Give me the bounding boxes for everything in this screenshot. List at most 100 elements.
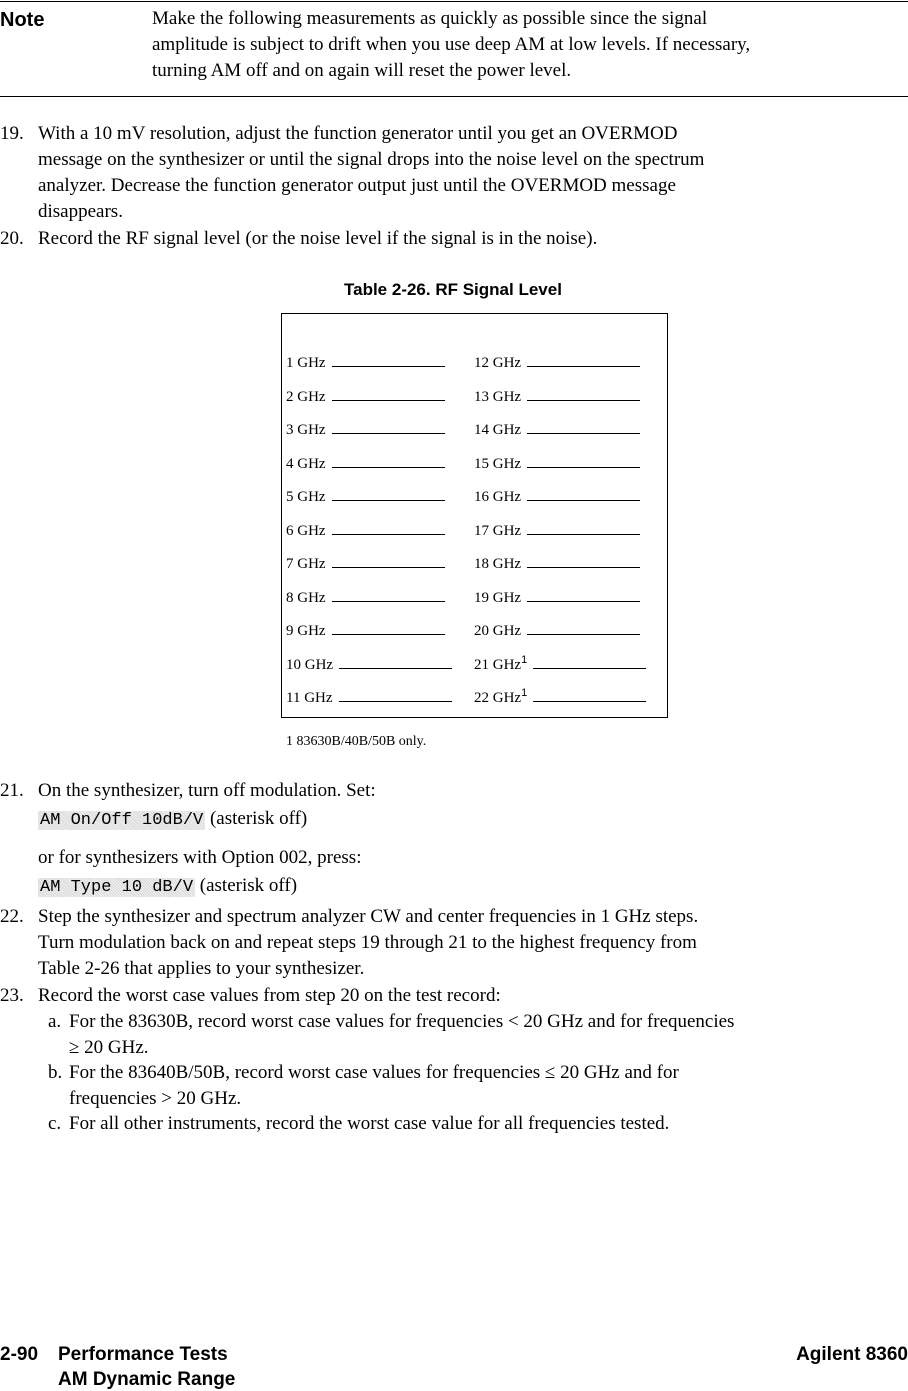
note-line: amplitude is subject to drift when you u… (152, 34, 751, 55)
step-line: Step the synthesizer and spectrum analyz… (38, 906, 699, 927)
table-cell-frequency: 12 GHz (474, 354, 641, 372)
record-blank-line[interactable] (339, 656, 453, 669)
sub-line: frequencies > 20 GHz. (69, 1088, 242, 1109)
step-line: Record the worst case values from step 2… (38, 985, 501, 1006)
record-blank-line[interactable] (338, 689, 452, 702)
record-blank-line[interactable] (331, 354, 445, 367)
table-cell-frequency: 5 GHz (286, 488, 445, 506)
table-cell-frequency: 18 GHz (474, 555, 641, 573)
frequency-label: 7 GHz (286, 556, 326, 572)
sub-line: For the 83630B, record worst case values… (69, 1011, 735, 1032)
record-blank-line[interactable] (527, 388, 641, 401)
frequency-label: 5 GHz (286, 489, 326, 505)
table-cell-frequency: 6 GHz (286, 522, 445, 540)
frequency-label: 21 GHz (474, 656, 522, 673)
frequency-label: 3 GHz (286, 422, 326, 438)
step-line: or for synthesizers with Option 002, pre… (38, 847, 362, 868)
frequency-label: 6 GHz (286, 522, 326, 539)
footnote-mark: 1 (521, 687, 528, 699)
footer-subsection: AM Dynamic Range (58, 1369, 236, 1390)
sub-line: For the 83640B/50B, record worst case va… (69, 1062, 679, 1083)
record-blank-line[interactable] (533, 656, 647, 669)
record-blank-line[interactable] (331, 522, 445, 535)
record-blank-line[interactable] (527, 622, 641, 635)
note-line: turning AM off and on again will reset t… (152, 60, 572, 81)
frequency-label: 17 GHz (474, 522, 522, 539)
frequency-label: 11 GHz (286, 690, 333, 706)
record-blank-line[interactable] (331, 488, 445, 501)
record-blank-line[interactable] (527, 421, 641, 434)
table-cell-frequency: 19 GHz (474, 589, 641, 607)
step-line: AM On/Off 10dB/V (asterisk off) (38, 808, 307, 832)
table-cell-frequency: 7 GHz (286, 555, 445, 573)
key-suffix: (asterisk off) (209, 808, 308, 829)
step-number: 23. (0, 985, 24, 1006)
table-cell-frequency: 22 GHz1 (474, 687, 647, 707)
footer-page-number: 2-90 (0, 1344, 39, 1365)
frequency-label: 19 GHz (474, 589, 522, 606)
table-cell-frequency: 21 GHz1 (474, 653, 647, 674)
note-top-rule (0, 1, 908, 2)
step-line: On the synthesizer, turn off modulation.… (38, 780, 376, 801)
frequency-label: 9 GHz (286, 623, 326, 639)
table-cell-frequency: 8 GHz (286, 589, 445, 607)
record-blank-line[interactable] (331, 421, 445, 434)
footnote-mark: 1 (521, 653, 528, 666)
record-blank-line[interactable] (331, 388, 445, 401)
frequency-label: 16 GHz (474, 489, 522, 505)
frequency-label: 20 GHz (474, 623, 522, 639)
step-number: 22. (0, 906, 24, 927)
step-line: AM Type 10 dB/V (asterisk off) (38, 875, 297, 899)
table-cell-frequency: 17 GHz (474, 522, 641, 540)
footer-section: Performance Tests (58, 1344, 228, 1365)
am-on-off-softkey[interactable]: AM On/Off 10dB/V (38, 811, 206, 830)
record-blank-line[interactable] (527, 522, 641, 535)
frequency-label: 4 GHz (286, 455, 326, 472)
frequency-label: 18 GHz (474, 556, 522, 572)
record-blank-line[interactable] (331, 622, 445, 635)
table-cell-frequency: 16 GHz (474, 488, 641, 506)
record-blank-line[interactable] (527, 488, 641, 501)
frequency-label: 2 GHz (286, 388, 326, 405)
step-line: Record the RF signal level (or the noise… (38, 228, 598, 249)
table-cell-frequency: 9 GHz (286, 622, 445, 640)
step-line: disappears. (38, 201, 123, 222)
footer-product: Agilent 8360 (796, 1344, 908, 1365)
step-line: Table 2-26 that applies to your synthesi… (38, 958, 365, 979)
frequency-label: 15 GHz (474, 455, 522, 472)
table-cell-frequency: 3 GHz (286, 421, 445, 439)
table-cell-frequency: 1 GHz (286, 354, 445, 372)
record-blank-line[interactable] (533, 689, 647, 702)
record-blank-line[interactable] (527, 455, 641, 468)
table-cell-frequency: 20 GHz (474, 622, 641, 640)
key-suffix: (asterisk off) (199, 875, 298, 896)
sub-line: ≥ 20 GHz. (69, 1037, 149, 1058)
step-number: 19. (0, 123, 24, 144)
table-cell-frequency: 4 GHz (286, 455, 445, 473)
frequency-label: 12 GHz (474, 355, 522, 371)
step-number: 21. (0, 780, 24, 801)
frequency-label: 22 GHz (474, 690, 522, 706)
record-blank-line[interactable] (527, 589, 641, 602)
record-blank-line[interactable] (331, 589, 445, 602)
signal-level-table: 1 GHz 12 GHz 2 GHz 13 GHz 3 GHz 14 GHz 4 GHz 15… (281, 313, 668, 718)
record-blank-line[interactable] (331, 555, 445, 568)
sub-label: a. (48, 1011, 62, 1032)
sub-label: b. (48, 1062, 63, 1083)
record-blank-line[interactable] (527, 354, 641, 367)
sub-line: For all other instruments, record the wo… (69, 1113, 670, 1134)
table-footnote: 1 83630B/40B/50B only. (286, 734, 427, 749)
table-cell-frequency: 13 GHz (474, 388, 641, 406)
frequency-label: 1 GHz (286, 355, 326, 371)
step-line: analyzer. Decrease the function generato… (38, 175, 676, 196)
record-blank-line[interactable] (527, 555, 641, 568)
frequency-label: 10 GHz (286, 656, 334, 673)
step-number: 20. (0, 228, 24, 249)
am-type-softkey[interactable]: AM Type 10 dB/V (38, 878, 196, 897)
record-blank-line[interactable] (331, 455, 445, 468)
note-line: Make the following measurements as quick… (152, 8, 708, 29)
sub-label: c. (48, 1113, 62, 1134)
table-cell-frequency: 10 GHz (286, 656, 453, 674)
frequency-label: 8 GHz (286, 589, 326, 606)
note-label: Note (0, 9, 45, 31)
